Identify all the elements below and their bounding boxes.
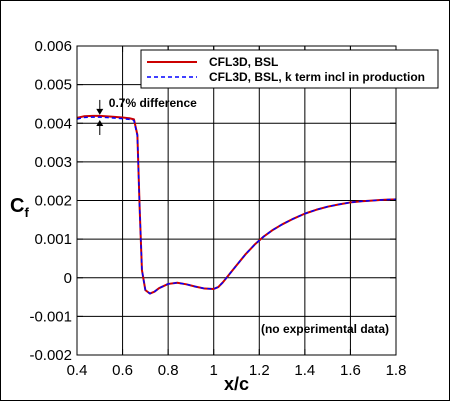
no-experimental-data-note: (no experimental data)	[261, 322, 389, 336]
y-tick-label: 0.005	[34, 77, 72, 94]
series-layer	[76, 114, 397, 295]
x-axis-label: x/c	[224, 374, 249, 394]
y-tick-labels: -0.002 -0.001 0 0.001 0.002 0.003 0.004 0.005 0.…	[29, 38, 72, 364]
x-tick-label: 0.8	[158, 362, 179, 379]
y-tick-label: 0.002	[34, 193, 72, 210]
x-tick-label: 0.6	[112, 362, 133, 379]
annotation-arrowhead-bottom	[96, 120, 104, 127]
x-tick-label: 1.2	[249, 362, 270, 379]
legend: CFL3D, BSL CFL3D, BSL, k term incl in pr…	[140, 49, 439, 89]
y-tick-label: -0.001	[29, 308, 72, 325]
grid-lines	[76, 45, 397, 356]
legend-label-bsl-k-term: CFL3D, BSL, k term incl in production	[209, 70, 425, 84]
x-tick-label: 1.6	[340, 362, 361, 379]
y-tick-label: 0	[64, 270, 72, 287]
y-tick-label: -0.002	[29, 347, 72, 364]
legend-box	[140, 49, 439, 89]
y-axis-label-subscript: f	[24, 205, 29, 220]
y-tick-label: 0.003	[34, 154, 72, 171]
series-line-bsl-k-term	[76, 116, 397, 295]
x-tick-labels: 0.4 0.6 0.8 1 1.2 1.4 1.6 1.8	[67, 362, 407, 379]
x-tick-label: 1.8	[386, 362, 407, 379]
legend-label-bsl: CFL3D, BSL	[209, 55, 278, 69]
x-tick-label: 1	[210, 362, 218, 379]
y-axis-label: Cf	[10, 195, 29, 220]
x-tick-label: 1.4	[294, 362, 315, 379]
y-tick-label: 0.006	[34, 38, 72, 55]
difference-annotation-text: 0.7% difference	[109, 96, 197, 110]
y-axis-label-main: C	[10, 195, 24, 217]
series-line-bsl	[76, 114, 397, 295]
y-tick-label: 0.001	[34, 231, 72, 248]
x-tick-label: 0.4	[67, 362, 88, 379]
difference-annotation: 0.7% difference	[96, 96, 197, 136]
annotation-arrowhead-top	[96, 108, 104, 115]
y-tick-label: 0.004	[34, 115, 72, 132]
